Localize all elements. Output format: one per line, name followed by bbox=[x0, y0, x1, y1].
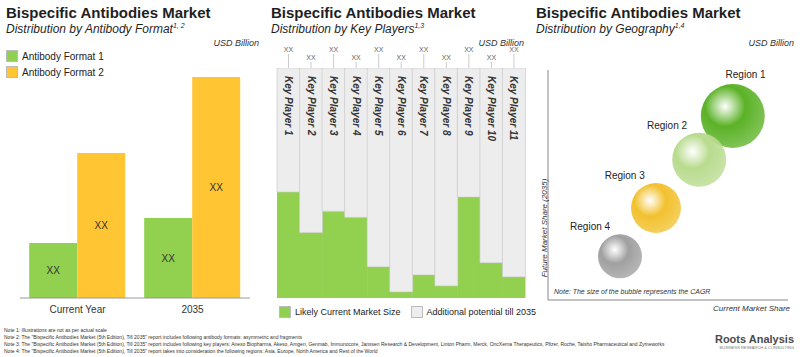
svg-text:2035: 2035 bbox=[181, 304, 204, 315]
html-text:Distribution by Antibody Forma: Distribution by Antibody Format1, 2 bbox=[6, 22, 185, 36]
html-text:Note 3: The "Bispecific Antibo: Note 3: The "Bispecific Antibodies Marke… bbox=[4, 341, 665, 347]
svg-text:Region 1: Region 1 bbox=[726, 70, 766, 80]
svg-text:Current Year: Current Year bbox=[49, 304, 106, 315]
svg-text:XX: XX bbox=[487, 54, 497, 61]
html-text:Distribution by Key Players1,3: Distribution by Key Players1,3 bbox=[271, 22, 425, 36]
svg-text:XX: XX bbox=[509, 46, 519, 53]
html-text:Antibody Format 1: Antibody Format 1 bbox=[22, 50, 104, 62]
svg-text:XX: XX bbox=[374, 46, 384, 53]
svg-text:Key Player 3: Key Player 3 bbox=[328, 76, 339, 136]
html-text:Antibody Format 2: Antibody Format 2 bbox=[22, 66, 104, 78]
svg-text:XX: XX bbox=[419, 46, 429, 53]
svg-text:XX: XX bbox=[47, 265, 61, 276]
html-text:Likely Current Market Size: Likely Current Market Size bbox=[295, 307, 401, 317]
html-text:Note 2: The "Bispecific Antibo: Note 2: The "Bispecific Antibodies Marke… bbox=[4, 334, 302, 340]
html-text:Bispecific Antibodies Market: Bispecific Antibodies Market bbox=[271, 4, 476, 21]
svg-text:Key Player 2: Key Player 2 bbox=[306, 76, 317, 136]
svg-text:XX: XX bbox=[442, 54, 452, 61]
svg-text:Key Player 4: Key Player 4 bbox=[351, 76, 362, 136]
svg-text:Key Player 10: Key Player 10 bbox=[486, 76, 497, 141]
html-text:Future Market Share (2035): Future Market Share (2035) bbox=[539, 178, 549, 278]
html-text:Roots Analysis: Roots Analysis bbox=[714, 333, 794, 345]
svg-text:XX: XX bbox=[210, 182, 224, 193]
svg-text:Key Player 6: Key Player 6 bbox=[396, 76, 407, 136]
svg-text:XX: XX bbox=[284, 46, 294, 53]
html-text:Note: The size of the bubble r: Note: The size of the bubble represents … bbox=[554, 288, 711, 295]
svg-text:Key Player 5: Key Player 5 bbox=[373, 76, 384, 136]
html-text:BUSINESS RESEARCH & CONSULTING: BUSINESS RESEARCH & CONSULTING bbox=[719, 345, 794, 350]
svg-text:XX: XX bbox=[306, 54, 316, 61]
svg-text:XX: XX bbox=[397, 54, 407, 61]
svg-text:Region 2: Region 2 bbox=[647, 120, 687, 131]
svg-text:Key Player 9: Key Player 9 bbox=[463, 76, 474, 136]
html-text:Current Market Share: Current Market Share bbox=[713, 304, 790, 313]
html-text:Additional potential till 2035: Additional potential till 2035 bbox=[426, 307, 537, 317]
html-text:Note 1: Illustrations are not: Note 1: Illustrations are not as per act… bbox=[4, 327, 107, 333]
html-text:USD Billion: USD Billion bbox=[478, 38, 524, 48]
svg-text:XX: XX bbox=[464, 46, 474, 53]
html-text:Distribution by Geography1,4: Distribution by Geography1,4 bbox=[536, 22, 685, 36]
svg-text:Key Player 11: Key Player 11 bbox=[508, 76, 519, 141]
html-text:USD Billion: USD Billion bbox=[748, 38, 794, 48]
svg-text:Key Player 1: Key Player 1 bbox=[283, 76, 294, 136]
html-text:Bispecific Antibodies Market: Bispecific Antibodies Market bbox=[6, 4, 211, 21]
svg-text:XX: XX bbox=[162, 253, 176, 264]
svg-text:XX: XX bbox=[95, 220, 109, 231]
svg-text:Key Player 8: Key Player 8 bbox=[441, 76, 452, 136]
svg-text:XX: XX bbox=[329, 46, 339, 53]
svg-text:Region 3: Region 3 bbox=[605, 170, 645, 181]
svg-text:Region 4: Region 4 bbox=[570, 221, 610, 232]
svg-text:XX: XX bbox=[351, 54, 361, 61]
svg-text:Key Player 7: Key Player 7 bbox=[418, 76, 429, 136]
html-text:Note 4: The "Bispecific Antibo: Note 4: The "Bispecific Antibodies Marke… bbox=[4, 348, 378, 354]
html-text:Bispecific Antibodies Market: Bispecific Antibodies Market bbox=[536, 4, 741, 21]
html-text:USD Billion: USD Billion bbox=[213, 38, 259, 48]
